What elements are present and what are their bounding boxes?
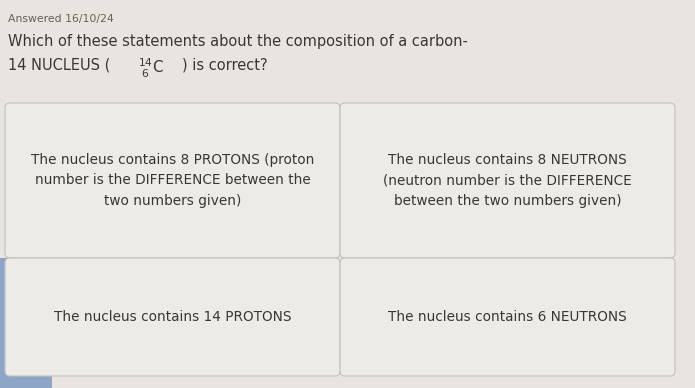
Text: The nucleus contains 8 PROTONS (proton
number is the DIFFERENCE between the
two : The nucleus contains 8 PROTONS (proton n… (31, 153, 314, 208)
Text: 14 NUCLEUS (: 14 NUCLEUS ( (8, 58, 111, 73)
FancyBboxPatch shape (340, 103, 675, 258)
Text: The nucleus contains 14 PROTONS: The nucleus contains 14 PROTONS (54, 310, 291, 324)
FancyBboxPatch shape (5, 103, 340, 258)
FancyBboxPatch shape (0, 258, 52, 388)
Text: Which of these statements about the composition of a carbon-: Which of these statements about the comp… (8, 34, 468, 49)
Text: The nucleus contains 6 NEUTRONS: The nucleus contains 6 NEUTRONS (388, 310, 627, 324)
Text: Answered 16/10/24: Answered 16/10/24 (8, 14, 114, 24)
FancyBboxPatch shape (340, 258, 675, 376)
Text: The nucleus contains 8 NEUTRONS
(neutron number is the DIFFERENCE
between the tw: The nucleus contains 8 NEUTRONS (neutron… (383, 153, 632, 208)
Text: $^{14}_{\ 6}$C: $^{14}_{\ 6}$C (138, 57, 164, 80)
Text: ) is correct?: ) is correct? (182, 58, 268, 73)
FancyBboxPatch shape (5, 258, 340, 376)
